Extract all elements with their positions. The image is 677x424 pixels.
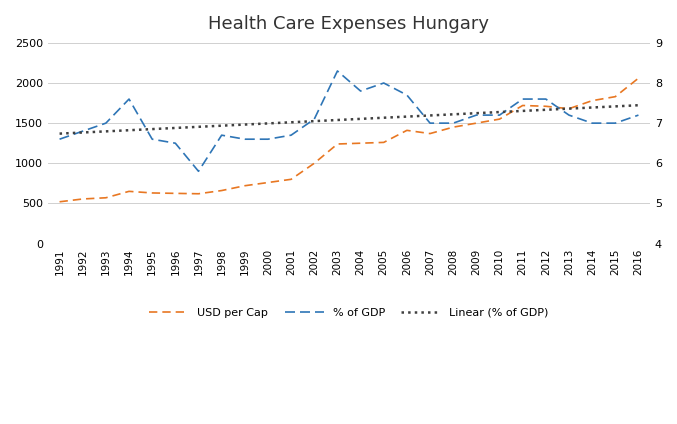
USD per Cap xyxy=(79,196,87,201)
% of GDP xyxy=(565,112,573,117)
USD per Cap xyxy=(403,128,411,133)
USD per Cap xyxy=(148,190,156,195)
% of GDP xyxy=(217,133,225,138)
Linear (% of GDP) xyxy=(56,131,64,136)
Linear (% of GDP) xyxy=(634,103,642,108)
Linear (% of GDP) xyxy=(194,124,202,129)
USD per Cap xyxy=(565,106,573,111)
USD per Cap xyxy=(473,120,481,126)
Linear (% of GDP) xyxy=(171,126,179,131)
Line: USD per Cap: USD per Cap xyxy=(60,78,638,202)
Linear (% of GDP) xyxy=(264,121,272,126)
USD per Cap xyxy=(611,94,619,99)
% of GDP xyxy=(403,92,411,98)
USD per Cap xyxy=(449,125,457,130)
USD per Cap xyxy=(241,183,249,188)
% of GDP xyxy=(264,137,272,142)
% of GDP xyxy=(102,120,110,126)
USD per Cap xyxy=(194,191,202,196)
% of GDP xyxy=(125,97,133,102)
USD per Cap xyxy=(588,98,596,103)
USD per Cap xyxy=(380,140,388,145)
% of GDP xyxy=(56,137,64,142)
Linear (% of GDP) xyxy=(519,109,527,114)
USD per Cap xyxy=(171,191,179,196)
USD per Cap xyxy=(426,131,434,136)
Title: Health Care Expenses Hungary: Health Care Expenses Hungary xyxy=(209,15,489,33)
USD per Cap xyxy=(217,188,225,193)
USD per Cap xyxy=(542,104,550,109)
USD per Cap xyxy=(634,75,642,81)
USD per Cap xyxy=(287,177,295,182)
% of GDP xyxy=(380,81,388,86)
USD per Cap xyxy=(519,103,527,108)
% of GDP xyxy=(588,120,596,126)
Linear (% of GDP) xyxy=(287,120,295,125)
Linear (% of GDP) xyxy=(403,114,411,119)
Linear (% of GDP) xyxy=(588,105,596,110)
Linear (% of GDP) xyxy=(380,115,388,120)
Linear (% of GDP) xyxy=(241,122,249,127)
% of GDP xyxy=(357,89,365,94)
USD per Cap xyxy=(125,189,133,194)
% of GDP xyxy=(426,120,434,126)
% of GDP xyxy=(310,117,318,122)
USD per Cap xyxy=(357,141,365,146)
USD per Cap xyxy=(333,142,341,147)
Legend: USD per Cap, % of GDP, Linear (% of GDP): USD per Cap, % of GDP, Linear (% of GDP) xyxy=(145,303,553,322)
% of GDP xyxy=(79,128,87,134)
Linear (% of GDP) xyxy=(125,128,133,133)
Line: Linear (% of GDP): Linear (% of GDP) xyxy=(60,105,638,134)
Line: % of GDP: % of GDP xyxy=(60,71,638,171)
Linear (% of GDP) xyxy=(611,104,619,109)
USD per Cap xyxy=(56,199,64,204)
% of GDP xyxy=(333,68,341,73)
Linear (% of GDP) xyxy=(496,109,504,114)
% of GDP xyxy=(287,133,295,138)
% of GDP xyxy=(194,169,202,174)
Linear (% of GDP) xyxy=(310,119,318,124)
USD per Cap xyxy=(102,195,110,200)
Linear (% of GDP) xyxy=(449,112,457,117)
Linear (% of GDP) xyxy=(102,129,110,134)
USD per Cap xyxy=(496,117,504,122)
USD per Cap xyxy=(264,180,272,185)
% of GDP xyxy=(611,120,619,126)
% of GDP xyxy=(519,97,527,102)
% of GDP xyxy=(634,112,642,117)
Linear (% of GDP) xyxy=(79,130,87,135)
Linear (% of GDP) xyxy=(217,123,225,128)
Linear (% of GDP) xyxy=(542,107,550,112)
USD per Cap xyxy=(310,161,318,166)
% of GDP xyxy=(496,112,504,117)
Linear (% of GDP) xyxy=(565,106,573,111)
Linear (% of GDP) xyxy=(473,111,481,116)
Linear (% of GDP) xyxy=(426,113,434,118)
% of GDP xyxy=(542,97,550,102)
% of GDP xyxy=(171,141,179,146)
% of GDP xyxy=(241,137,249,142)
% of GDP xyxy=(148,137,156,142)
% of GDP xyxy=(449,120,457,126)
Linear (% of GDP) xyxy=(148,126,156,131)
Linear (% of GDP) xyxy=(357,116,365,121)
% of GDP xyxy=(473,112,481,117)
Linear (% of GDP) xyxy=(333,117,341,123)
